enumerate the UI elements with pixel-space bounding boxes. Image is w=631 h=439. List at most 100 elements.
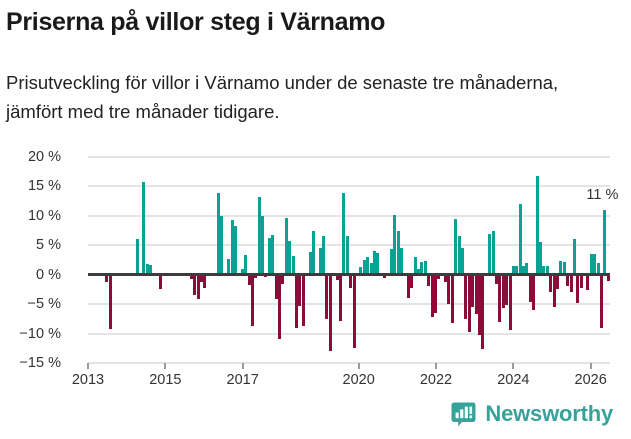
bar	[369, 262, 373, 275]
bar-chart: 20 % 15 % 10 % 5 % 0 % −5 % −10 % −15 % 2013 201…	[0, 140, 631, 390]
bar	[454, 218, 458, 275]
bar	[593, 253, 597, 275]
gridline	[88, 362, 610, 364]
x-axis-label: 2015	[149, 372, 182, 388]
bar	[464, 274, 468, 319]
bar	[257, 197, 261, 275]
bar	[552, 274, 556, 308]
x-axis-tick-mark	[512, 363, 515, 369]
bar	[572, 239, 576, 275]
bar	[135, 239, 139, 275]
bar	[383, 274, 387, 279]
bar	[494, 274, 498, 285]
bar	[413, 257, 417, 275]
bar	[322, 236, 326, 275]
bar	[230, 219, 234, 275]
bar	[427, 274, 431, 287]
y-axis-label: 15 %	[27, 178, 61, 195]
bar	[247, 274, 251, 286]
bar	[600, 274, 604, 328]
bar	[339, 274, 343, 321]
bar	[562, 261, 566, 275]
x-axis-label: 2017	[226, 372, 259, 388]
brand-name: Newsworthy	[485, 401, 613, 426]
x-axis-label: 2022	[419, 372, 453, 388]
bar	[501, 274, 505, 308]
bar	[549, 274, 553, 293]
bar	[193, 274, 197, 295]
bar-chart-bubble-icon	[451, 402, 476, 427]
bar	[294, 274, 298, 328]
bar	[447, 274, 451, 305]
x-axis-label: 2013	[71, 372, 105, 388]
bar-series	[88, 157, 610, 363]
y-axis-label: −5 %	[27, 296, 61, 313]
bar	[511, 265, 515, 275]
bar	[437, 274, 441, 279]
x-axis-tick-mark	[357, 363, 360, 369]
bar	[108, 274, 112, 330]
bar	[423, 261, 427, 275]
x-axis-tick-mark	[435, 363, 437, 369]
x-axis-tick-mark	[589, 363, 592, 369]
bar	[532, 274, 536, 311]
bar	[433, 274, 437, 313]
bar	[281, 274, 285, 284]
y-axis-label: 20 %	[27, 149, 61, 165]
bar	[362, 260, 366, 275]
bar	[352, 274, 356, 349]
bar	[474, 274, 478, 314]
bar	[217, 193, 220, 275]
bar	[542, 265, 546, 275]
bar	[105, 274, 109, 282]
bar	[586, 274, 590, 290]
bar	[301, 274, 305, 327]
bar	[220, 215, 224, 275]
bar	[566, 274, 570, 287]
bar	[328, 274, 332, 352]
y-axis-label: −15 %	[19, 355, 61, 371]
bar	[539, 242, 542, 275]
bar	[366, 257, 370, 275]
bar	[518, 204, 522, 275]
y-axis-label: 10 %	[27, 207, 61, 224]
bar	[244, 254, 248, 275]
bar	[471, 274, 475, 308]
bar	[515, 265, 519, 275]
x-axis-tick-mark	[241, 363, 244, 369]
bar	[359, 267, 363, 275]
bar	[535, 175, 539, 275]
bar	[478, 274, 481, 335]
page-title: Priserna på villor steg i Värnamo	[6, 8, 386, 36]
newsworthy-logo[interactable]: Newsworthy	[451, 399, 613, 429]
bar	[240, 268, 244, 275]
bar	[233, 225, 237, 275]
x-axis-label: 2020	[342, 372, 375, 388]
bar	[227, 259, 231, 275]
bar	[576, 274, 580, 303]
bar	[589, 254, 593, 275]
bar	[430, 274, 434, 318]
bar	[416, 268, 420, 275]
bar	[491, 230, 495, 275]
x-axis-tick-mark	[87, 363, 89, 369]
bar	[203, 274, 207, 289]
gridline	[88, 214, 610, 217]
bar	[318, 248, 322, 275]
bar	[450, 274, 454, 323]
bar	[400, 248, 404, 275]
bar	[481, 274, 485, 349]
bar	[261, 215, 265, 275]
bar	[508, 274, 512, 331]
bar	[372, 251, 376, 275]
bar	[274, 274, 278, 300]
y-axis-label: 0 %	[36, 266, 61, 283]
x-axis-label: 2024	[497, 372, 530, 388]
bar	[349, 274, 353, 288]
bar	[569, 274, 573, 293]
y-axis-label: 5 %	[36, 237, 61, 254]
bar	[596, 262, 600, 275]
value-annotation: 11 %	[586, 186, 619, 203]
bar	[291, 255, 295, 275]
bar	[461, 248, 465, 275]
